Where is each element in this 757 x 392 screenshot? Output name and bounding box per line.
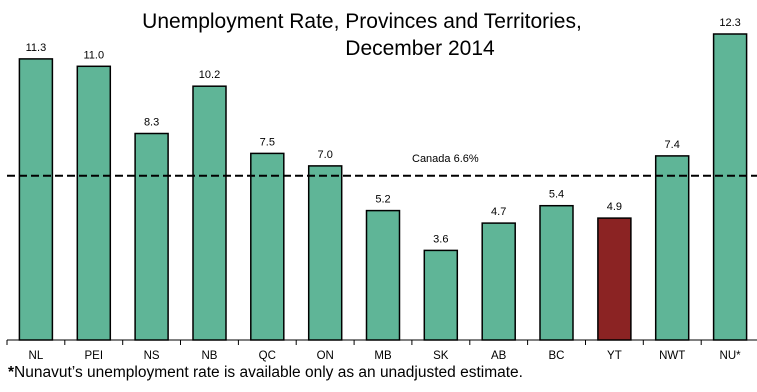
value-label-sk: 3.6 (433, 233, 448, 245)
chart-title-line-2: December 2014 (345, 37, 495, 60)
bar-sk (423, 249, 459, 341)
footnote-text: Nunavut’s unemployment rate is available… (14, 364, 523, 381)
tick-label-mb: MB (374, 350, 392, 362)
value-label-on: 7.0 (318, 149, 333, 161)
footnote-marker: * (8, 364, 15, 381)
tick-label-nu: NU* (720, 350, 742, 362)
bar-qc (250, 152, 285, 341)
tick-label-on: ON (317, 350, 334, 362)
footnote: *Nunavut’s unemployment rate is availabl… (8, 364, 523, 382)
bar-nu (712, 33, 748, 341)
tick-label-ab: AB (491, 350, 507, 362)
value-label-qc: 7.5 (260, 136, 275, 148)
x-axis-ticks (6, 340, 702, 345)
bar-yt (597, 217, 632, 341)
bar-on (307, 165, 343, 341)
canada-reference-label: Canada 6.6% (412, 153, 479, 165)
value-label-ab: 4.7 (491, 206, 506, 218)
tick-label-nl: NL (29, 350, 44, 362)
bar-bc (539, 204, 574, 341)
bar-nb (192, 85, 227, 341)
value-label-yt: 4.9 (607, 201, 622, 213)
tick-label-yt: YT (607, 350, 622, 362)
value-label-nu: 12.3 (719, 17, 740, 29)
tick-label-ns: NS (144, 350, 160, 362)
bars (18, 33, 748, 341)
value-label-nl: 11.3 (26, 42, 47, 54)
tick-label-qc: QC (259, 350, 276, 362)
tick-label-bc: BC (549, 350, 565, 362)
x-axis-tick-labels: NL PEI NS NB QC ON MB SK AB BC YT NWT NU* (29, 350, 742, 362)
value-label-mb: 5.2 (375, 194, 390, 206)
tick-label-pei: PEI (85, 350, 104, 362)
chart-title-line-1: Unemployment Rate, Provinces and Territo… (142, 10, 582, 33)
value-label-pei: 11.0 (84, 49, 105, 61)
value-label-nwt: 7.4 (665, 139, 680, 151)
value-label-nb: 10.2 (199, 69, 220, 81)
bar-ns (134, 132, 169, 341)
value-label-ns: 8.3 (144, 117, 159, 129)
bar-nwt (654, 155, 690, 341)
bar-ab (481, 222, 516, 341)
bar-pei (76, 65, 112, 341)
value-label-bc: 5.4 (549, 189, 564, 201)
bar-mb (365, 209, 401, 341)
tick-label-sk: SK (433, 350, 449, 362)
value-labels: 11.3 11.0 8.3 10.2 7.5 7.0 5.2 3.6 4.7 5.4 4.9 7.4 1… (26, 17, 741, 245)
bar-nl (18, 58, 54, 341)
tick-label-nwt: NWT (659, 350, 685, 362)
tick-label-nb: NB (202, 350, 218, 362)
